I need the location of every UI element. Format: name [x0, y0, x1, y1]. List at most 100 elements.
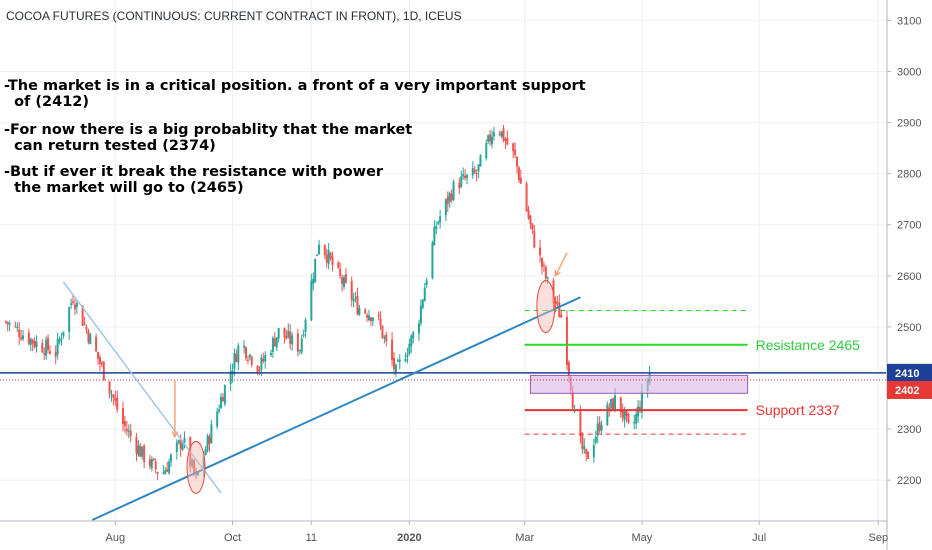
candle-body — [462, 173, 465, 177]
candle-body — [283, 327, 286, 338]
time-tick-label: 11 — [306, 532, 317, 544]
candle-body — [406, 354, 409, 357]
candle-body — [343, 277, 346, 287]
candle-body — [458, 182, 461, 189]
candle-body — [398, 359, 401, 362]
candle-body — [633, 422, 636, 424]
candle-body — [571, 391, 574, 409]
candle-body — [596, 423, 599, 436]
candle-body — [287, 330, 290, 337]
candle-body — [512, 143, 515, 152]
candle-body — [102, 361, 105, 381]
candle-body — [4, 321, 7, 323]
time-tick-label: May — [632, 532, 653, 544]
candle-body — [95, 336, 98, 352]
trendline — [91, 296, 581, 521]
candle-body — [410, 335, 413, 347]
candle-body — [479, 155, 482, 167]
candle-body — [369, 317, 372, 322]
candle-body — [500, 131, 503, 137]
candle-body — [48, 351, 51, 354]
candle-body — [72, 301, 75, 303]
candle-body — [592, 444, 595, 458]
analysis-note-2: -For now there is a big probablity that … — [4, 122, 413, 154]
chart-title: COCOA FUTURES (CONTINUOUS: CURRENT CONTR… — [6, 9, 462, 23]
candle-body — [116, 397, 119, 410]
candle-body — [533, 230, 536, 248]
candle-body — [544, 266, 547, 279]
candle-body — [233, 353, 236, 369]
candle-body — [89, 334, 92, 345]
price-axis: 2200230024002500260027002800290030003100… — [886, 0, 932, 550]
candle-body — [152, 458, 155, 461]
candle-body — [473, 169, 476, 173]
candle-body — [327, 250, 330, 264]
candle-body — [237, 345, 240, 363]
candle-body — [377, 314, 380, 317]
candle-body — [223, 385, 226, 404]
candle-body — [358, 308, 361, 315]
candle-body — [366, 315, 369, 318]
candle-body — [289, 331, 292, 344]
candle-body — [123, 420, 126, 427]
candle-body — [45, 339, 48, 356]
candle-body — [502, 128, 505, 141]
candle-body — [298, 350, 301, 352]
candle-body — [43, 352, 46, 355]
candle-body — [206, 435, 209, 451]
candle-body — [20, 337, 23, 340]
candle-body — [371, 317, 374, 322]
candle-body — [135, 436, 138, 454]
candle-body — [110, 394, 113, 396]
time-tick-label: Jul — [752, 532, 766, 544]
candle-body — [229, 371, 232, 385]
candle-body — [47, 337, 50, 350]
candle-body — [341, 277, 344, 284]
candlesticks — [4, 124, 651, 480]
candle-body — [277, 328, 280, 339]
candle-body — [485, 143, 488, 159]
candle-body — [248, 354, 251, 358]
candle-body — [191, 460, 194, 466]
candle-body — [269, 353, 272, 356]
candle-body — [325, 254, 328, 263]
candle-body — [356, 295, 359, 315]
candle-body — [179, 439, 182, 449]
candle-body — [514, 149, 517, 156]
candle-body — [546, 277, 549, 279]
candle-body — [6, 321, 9, 325]
candle-body — [85, 326, 88, 330]
candle-body — [285, 335, 288, 339]
candle-body — [412, 332, 415, 339]
candle-body — [527, 209, 530, 219]
candle-body — [31, 339, 34, 344]
candle-body — [166, 468, 169, 472]
candle-body — [364, 309, 367, 313]
candle-body — [210, 424, 213, 444]
candle-body — [87, 330, 90, 342]
candle-body — [41, 343, 44, 353]
candle-body — [450, 194, 453, 201]
candle-body — [218, 409, 221, 412]
price-label-box — [887, 380, 932, 399]
candle-body — [506, 137, 509, 145]
price-label: 2402 — [895, 385, 919, 397]
candle-body — [637, 406, 640, 417]
candle-body — [162, 472, 165, 474]
candle-body — [394, 364, 397, 373]
candle-body — [385, 334, 388, 342]
time-tick-label: Aug — [106, 532, 126, 544]
candle-body — [542, 264, 545, 266]
candle-body — [498, 133, 501, 135]
candle-body — [170, 454, 173, 462]
candle-body — [291, 335, 294, 345]
candle-body — [275, 337, 278, 348]
time-tick-label: Sep — [869, 532, 889, 544]
candle-body — [302, 334, 305, 336]
demand-zone — [529, 374, 749, 394]
candle-body — [598, 422, 601, 432]
price-tick-label: 2200 — [897, 475, 921, 487]
price-tick-label: 2500 — [897, 322, 921, 334]
candle-body — [612, 398, 615, 410]
